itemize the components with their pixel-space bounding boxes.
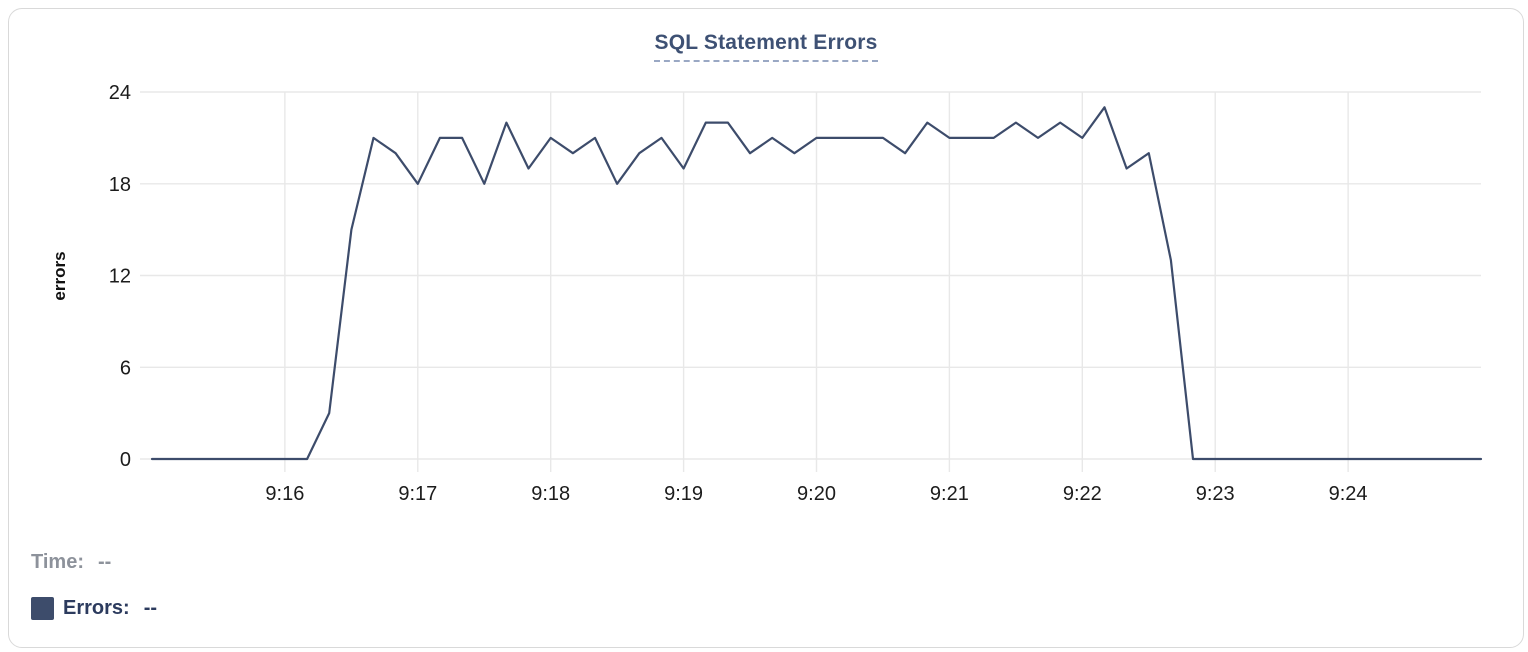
x-tick-label: 9:20 — [797, 483, 836, 505]
x-tick-label: 9:19 — [664, 483, 703, 505]
x-tick-label: 9:22 — [1063, 483, 1102, 505]
x-tick-label: 9:21 — [930, 483, 969, 505]
tooltip-errors-row: Errors: -- — [31, 595, 157, 621]
y-tick-label: 24 — [109, 82, 131, 104]
errors-line-series[interactable] — [150, 106, 1483, 461]
errors-series-swatch — [31, 596, 54, 620]
x-tick-label: 9:17 — [398, 483, 437, 505]
tooltip-time-row: Time: -- — [31, 549, 157, 575]
x-tick-label: 9:16 — [265, 483, 304, 505]
tooltip-time-label: Time: — [31, 550, 84, 573]
chart-card: SQL Statement Errors 0 6 12 18 24 9:16 9:17 9:1… — [8, 8, 1524, 648]
chart-title-wrap: SQL Statement Errors — [9, 31, 1523, 62]
y-tick-label: 0 — [120, 449, 131, 471]
y-tick-label: 6 — [120, 357, 131, 379]
tooltip-errors-label: Errors: — [63, 596, 130, 619]
x-tick-label: 9:23 — [1196, 483, 1235, 505]
chart-title[interactable]: SQL Statement Errors — [654, 31, 878, 62]
tooltip-time-value: -- — [97, 550, 112, 573]
x-tick-label: 9:18 — [531, 483, 570, 505]
tooltip-readout: Time: -- Errors: -- — [31, 549, 157, 641]
y-tick-label: 18 — [109, 174, 131, 196]
y-axis-title: errors — [50, 251, 69, 300]
x-tick-label: 9:24 — [1329, 483, 1368, 505]
errors-chart[interactable]: 0 6 12 18 24 9:16 9:17 9:18 9:19 9:20 9:21 9:22 9:23… — [9, 9, 1528, 521]
tooltip-errors-value: -- — [143, 596, 158, 619]
y-tick-label: 12 — [109, 266, 131, 288]
